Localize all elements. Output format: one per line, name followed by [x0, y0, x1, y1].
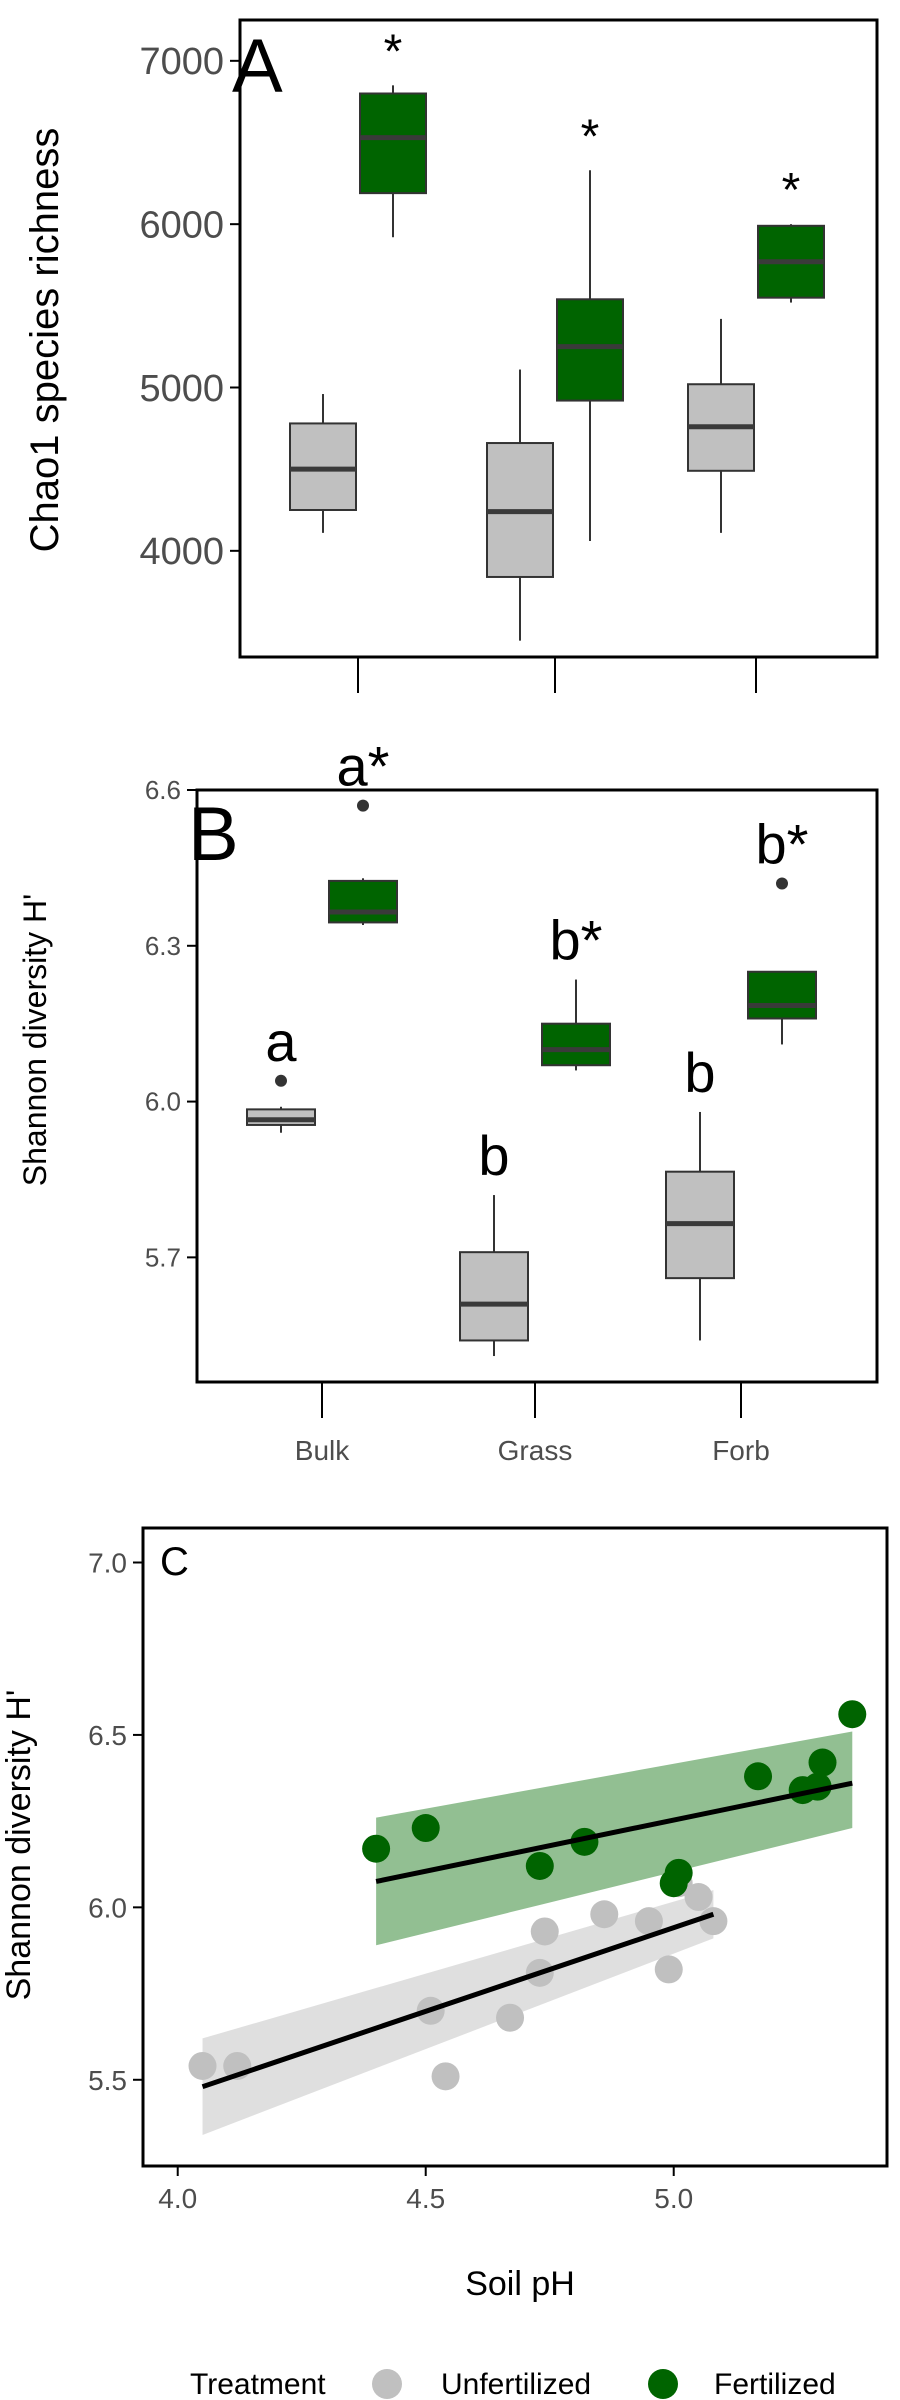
- outlier-point: [776, 877, 788, 890]
- box-unfertilized: [459, 1251, 529, 1342]
- y-tick-label: 4000: [139, 531, 224, 573]
- regression-line-fertilized: [375, 1780, 853, 1884]
- significance-label: a*: [337, 735, 390, 798]
- panel-b-plot: 5.7 6.0 6.3 6.6 Bulk Grass Forb a a* b b* b b*: [145, 735, 817, 1466]
- data-point-fertilized: [525, 1851, 554, 1880]
- y-tick-label: 6000: [139, 204, 224, 246]
- significance-label: a: [265, 1010, 297, 1073]
- data-point-unfertilized: [684, 1883, 713, 1912]
- legend-unfertilized-swatch: [372, 2369, 402, 2399]
- significance-label: *: [581, 110, 600, 163]
- panel-b-frame: [195, 788, 879, 1384]
- y-tick-label: 5.5: [88, 2065, 127, 2096]
- box-fertilized: [541, 1022, 611, 1067]
- confidence-band-fertilized: [376, 1731, 853, 1946]
- panel-c: C Shannon diversity H' Soil pH 5.5 6.0 6.5…: [0, 1526, 889, 2303]
- significance-label: b: [478, 1124, 509, 1187]
- data-point-fertilized: [838, 1700, 867, 1729]
- significance-label: b*: [550, 909, 603, 972]
- y-tick-label: 6.0: [145, 1087, 181, 1117]
- panel-c-plot: 5.5 6.0 6.5 7.0 4.0 4.5 5.0: [88, 1547, 867, 2214]
- outlier-point: [357, 799, 369, 812]
- panel-c-y-axis-label: Shannon diversity H': [0, 1690, 38, 2001]
- data-point-unfertilized: [699, 1907, 728, 1936]
- x-tick-label: Grass: [498, 1435, 573, 1466]
- y-tick-label: 5000: [139, 368, 224, 410]
- data-point-unfertilized: [188, 2051, 217, 2080]
- data-point-fertilized: [744, 1762, 773, 1791]
- x-tick-label: 4.5: [406, 2183, 445, 2214]
- significance-label: b: [684, 1041, 715, 1104]
- box-unfertilized: [246, 1108, 316, 1126]
- data-point-unfertilized: [634, 1907, 663, 1936]
- data-point-unfertilized: [496, 2003, 525, 2032]
- data-point-unfertilized: [654, 1955, 683, 1984]
- y-tick-label: 5.7: [145, 1242, 181, 1272]
- outlier-point: [275, 1074, 287, 1087]
- box-fertilized: [328, 879, 398, 924]
- x-tick-label: Forb: [712, 1435, 770, 1466]
- y-tick-label: 7.0: [88, 1547, 127, 1578]
- box-fertilized: [747, 970, 817, 1020]
- y-tick-label: 6.3: [145, 931, 181, 961]
- data-point-unfertilized: [530, 1917, 559, 1946]
- x-tick-label: 5.0: [654, 2183, 693, 2214]
- panel-a-letter: A: [232, 24, 283, 109]
- regression-line-unfertilized: [201, 1911, 715, 2090]
- legend-fertilized-label: Fertilized: [714, 2368, 836, 2400]
- panel-b-y-axis-label: Shannon diversity H': [17, 894, 53, 1186]
- significance-label: b*: [756, 812, 809, 875]
- confidence-band-unfertilized: [202, 1890, 714, 2135]
- legend-fertilized-swatch: [648, 2369, 678, 2399]
- data-point-fertilized: [664, 1858, 693, 1887]
- data-point-fertilized: [808, 1748, 837, 1777]
- panel-a-plot: 4000 5000 6000 7000 * * *: [139, 25, 825, 693]
- data-point-unfertilized: [590, 1900, 619, 1929]
- panel-b: B Shannon diversity H' 5.7 6.0 6.3 6.6 Bulk G…: [17, 735, 879, 1466]
- panel-c-letter: C: [160, 1540, 189, 1584]
- significance-label: *: [384, 25, 403, 78]
- box-fertilized: [359, 92, 427, 195]
- panel-a-y-axis-label: Chao1 species richness: [23, 128, 67, 553]
- data-point-unfertilized: [431, 2062, 460, 2091]
- panel-c-x-axis-label: Soil pH: [465, 2265, 575, 2303]
- x-tick-label: 4.0: [158, 2183, 197, 2214]
- legend: Treatment Unfertilized Fertilized: [190, 2368, 836, 2400]
- legend-title: Treatment: [190, 2368, 326, 2400]
- panel-c-frame: [141, 1526, 889, 2168]
- y-tick-label: 7000: [139, 41, 224, 83]
- legend-unfertilized-label: Unfertilized: [441, 2368, 591, 2400]
- data-point-fertilized: [362, 1834, 391, 1863]
- x-tick-label: Bulk: [295, 1435, 350, 1466]
- panel-b-letter: B: [188, 792, 239, 877]
- panel-a-frame: [238, 18, 879, 659]
- significance-label: *: [782, 164, 801, 217]
- y-tick-label: 6.6: [145, 775, 181, 805]
- y-tick-label: 6.0: [88, 1892, 127, 1923]
- y-tick-label: 6.5: [88, 1720, 127, 1751]
- box-fertilized: [556, 298, 624, 402]
- panel-a: A Chao1 species richness 4000 5000 6000 700…: [23, 18, 879, 693]
- data-point-fertilized: [411, 1814, 440, 1843]
